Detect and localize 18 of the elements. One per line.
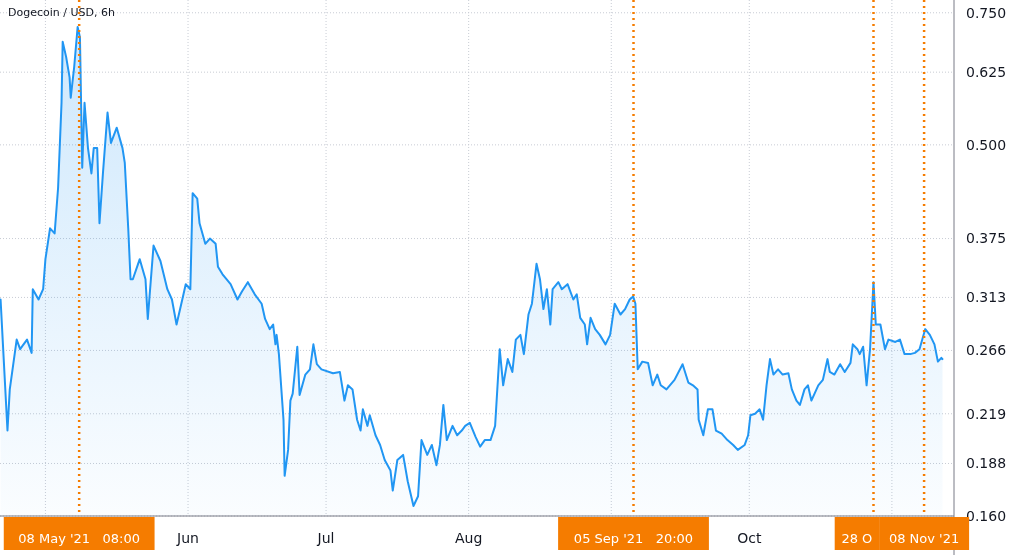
y-tick-label: 0.375 <box>966 230 1007 247</box>
x-tick-label: Jun <box>176 529 199 546</box>
ref-line-label: 28 O <box>841 530 873 546</box>
ref-line-label: 05 Sep '21 20:00 <box>573 530 694 546</box>
x-tick-label: Jul <box>316 529 335 546</box>
y-tick-label: 0.500 <box>966 136 1007 153</box>
y-tick-label: 0.160 <box>966 507 1007 524</box>
x-tick-label: Oct <box>737 529 762 546</box>
ref-line-label: 08 Nov '21 <box>888 530 960 546</box>
text: Dogecoin / USD, 6h <box>8 6 115 19</box>
y-tick-label: 0.313 <box>966 289 1007 306</box>
y-tick-label: 0.266 <box>966 342 1007 359</box>
y-tick-label: 0.625 <box>966 64 1007 81</box>
y-tick-label: 0.219 <box>966 405 1007 422</box>
y-tick-label: 0.188 <box>966 455 1007 472</box>
y-tick-label: 0.750 <box>966 4 1007 21</box>
x-tick-label: Aug <box>454 529 483 546</box>
ref-line-label: 08 May '21 08:00 <box>18 530 140 546</box>
